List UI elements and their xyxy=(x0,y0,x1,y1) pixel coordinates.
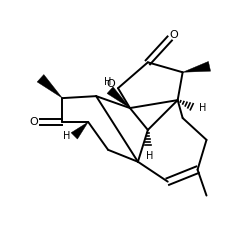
Polygon shape xyxy=(37,75,62,98)
Text: H: H xyxy=(104,77,112,87)
Polygon shape xyxy=(183,61,211,72)
Polygon shape xyxy=(107,87,130,108)
Text: O: O xyxy=(29,117,38,127)
Text: H: H xyxy=(63,131,70,141)
Text: H: H xyxy=(146,151,153,161)
Polygon shape xyxy=(71,122,88,139)
Text: H: H xyxy=(199,103,206,113)
Text: O: O xyxy=(169,30,178,41)
Text: O: O xyxy=(107,79,115,89)
